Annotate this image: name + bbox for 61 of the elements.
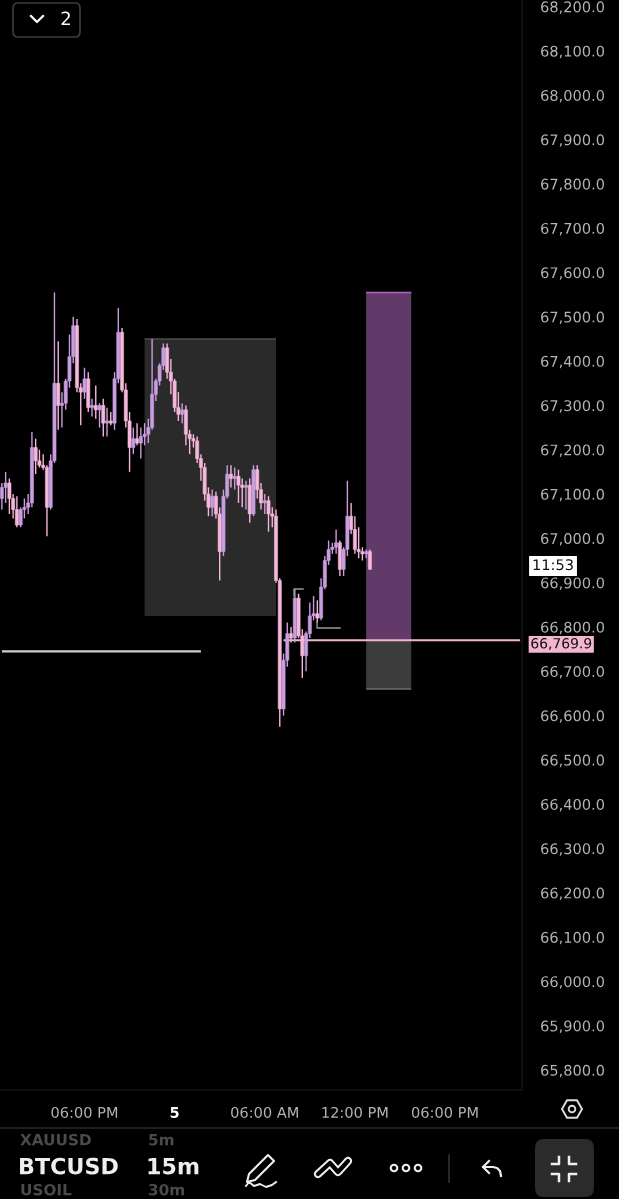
x-tick-label: 06:00 PM — [51, 1106, 118, 1118]
y-tick-label: 66,400.0 — [541, 798, 605, 812]
y-tick-label: 67,700.0 — [541, 222, 605, 236]
x-tick-label: 06:00 PM — [411, 1106, 478, 1118]
data-label: 66,769.9 — [531, 638, 592, 650]
candlestick — [210, 488, 215, 517]
candlestick — [7, 477, 12, 515]
candlestick — [93, 384, 98, 420]
y-tick-label: 66,700.0 — [541, 666, 605, 679]
candlestick — [82, 367, 87, 400]
candlestick — [97, 402, 102, 429]
y-tick-label: 65,900.0 — [541, 1020, 605, 1033]
y-tick-label: 67,500.0 — [541, 311, 605, 325]
y-tick-label: 66,200.0 — [541, 887, 605, 901]
text: 30m — [149, 1183, 184, 1196]
candlestick — [131, 426, 136, 455]
annotation: 2 — [61, 11, 70, 25]
candlestick — [262, 493, 267, 515]
y-tick-label: 65,800.0 — [541, 1064, 605, 1078]
y-tick-label: 66,100.0 — [541, 931, 605, 945]
y-tick-label: 66,300.0 — [541, 843, 605, 856]
x-tick-label: 12:00 PM — [322, 1106, 388, 1118]
candlestick — [101, 398, 106, 438]
candlestick — [334, 528, 338, 555]
candlestick — [244, 480, 248, 511]
y-tick-label: 66,500.0 — [541, 754, 605, 768]
candlestick — [232, 466, 237, 491]
candlestick — [180, 402, 185, 424]
x-tick-label: 5 — [170, 1107, 179, 1118]
y-tick-label: 66,600.0 — [541, 710, 605, 723]
y-tick-label: 67,900.0 — [541, 134, 605, 147]
text: BTCUSD — [20, 1157, 118, 1175]
y-tick-label: 68,100.0 — [541, 45, 605, 59]
text: 11:53 — [533, 559, 573, 571]
text: USOIL — [21, 1183, 72, 1196]
candlestick — [105, 406, 109, 438]
candlestick — [315, 599, 320, 624]
y-tick-label: 67,400.0 — [541, 355, 605, 369]
y-tick-label: 68,200.0 — [541, 1, 605, 14]
candlestick — [90, 398, 94, 418]
x-tick-label: 06:00 AM — [231, 1106, 298, 1118]
candlestick — [33, 437, 38, 475]
text: 15m — [148, 1157, 199, 1175]
candlestick — [229, 464, 233, 489]
y-tick-label: 67,000.0 — [541, 533, 605, 546]
y-tick-label: 67,300.0 — [541, 400, 605, 413]
y-tick-label: 66,000.0 — [541, 976, 605, 989]
candlestick — [236, 468, 241, 504]
y-tick-label: 68,000.0 — [541, 89, 605, 103]
y-tick-label: 67,800.0 — [541, 178, 605, 192]
text: XAUUSD — [20, 1133, 91, 1146]
text: 5m — [149, 1134, 174, 1146]
candlestick — [266, 495, 271, 533]
y-tick-label: 67,200.0 — [541, 444, 605, 457]
y-tick-label: 67,100.0 — [541, 488, 605, 502]
candlestick — [138, 426, 143, 460]
candlestick — [135, 422, 139, 446]
y-tick-label: 66,900.0 — [541, 577, 605, 590]
y-tick-label: 66,800.0 — [541, 621, 605, 635]
candlestick — [368, 548, 372, 571]
y-tick-label: 67,600.0 — [541, 267, 605, 280]
